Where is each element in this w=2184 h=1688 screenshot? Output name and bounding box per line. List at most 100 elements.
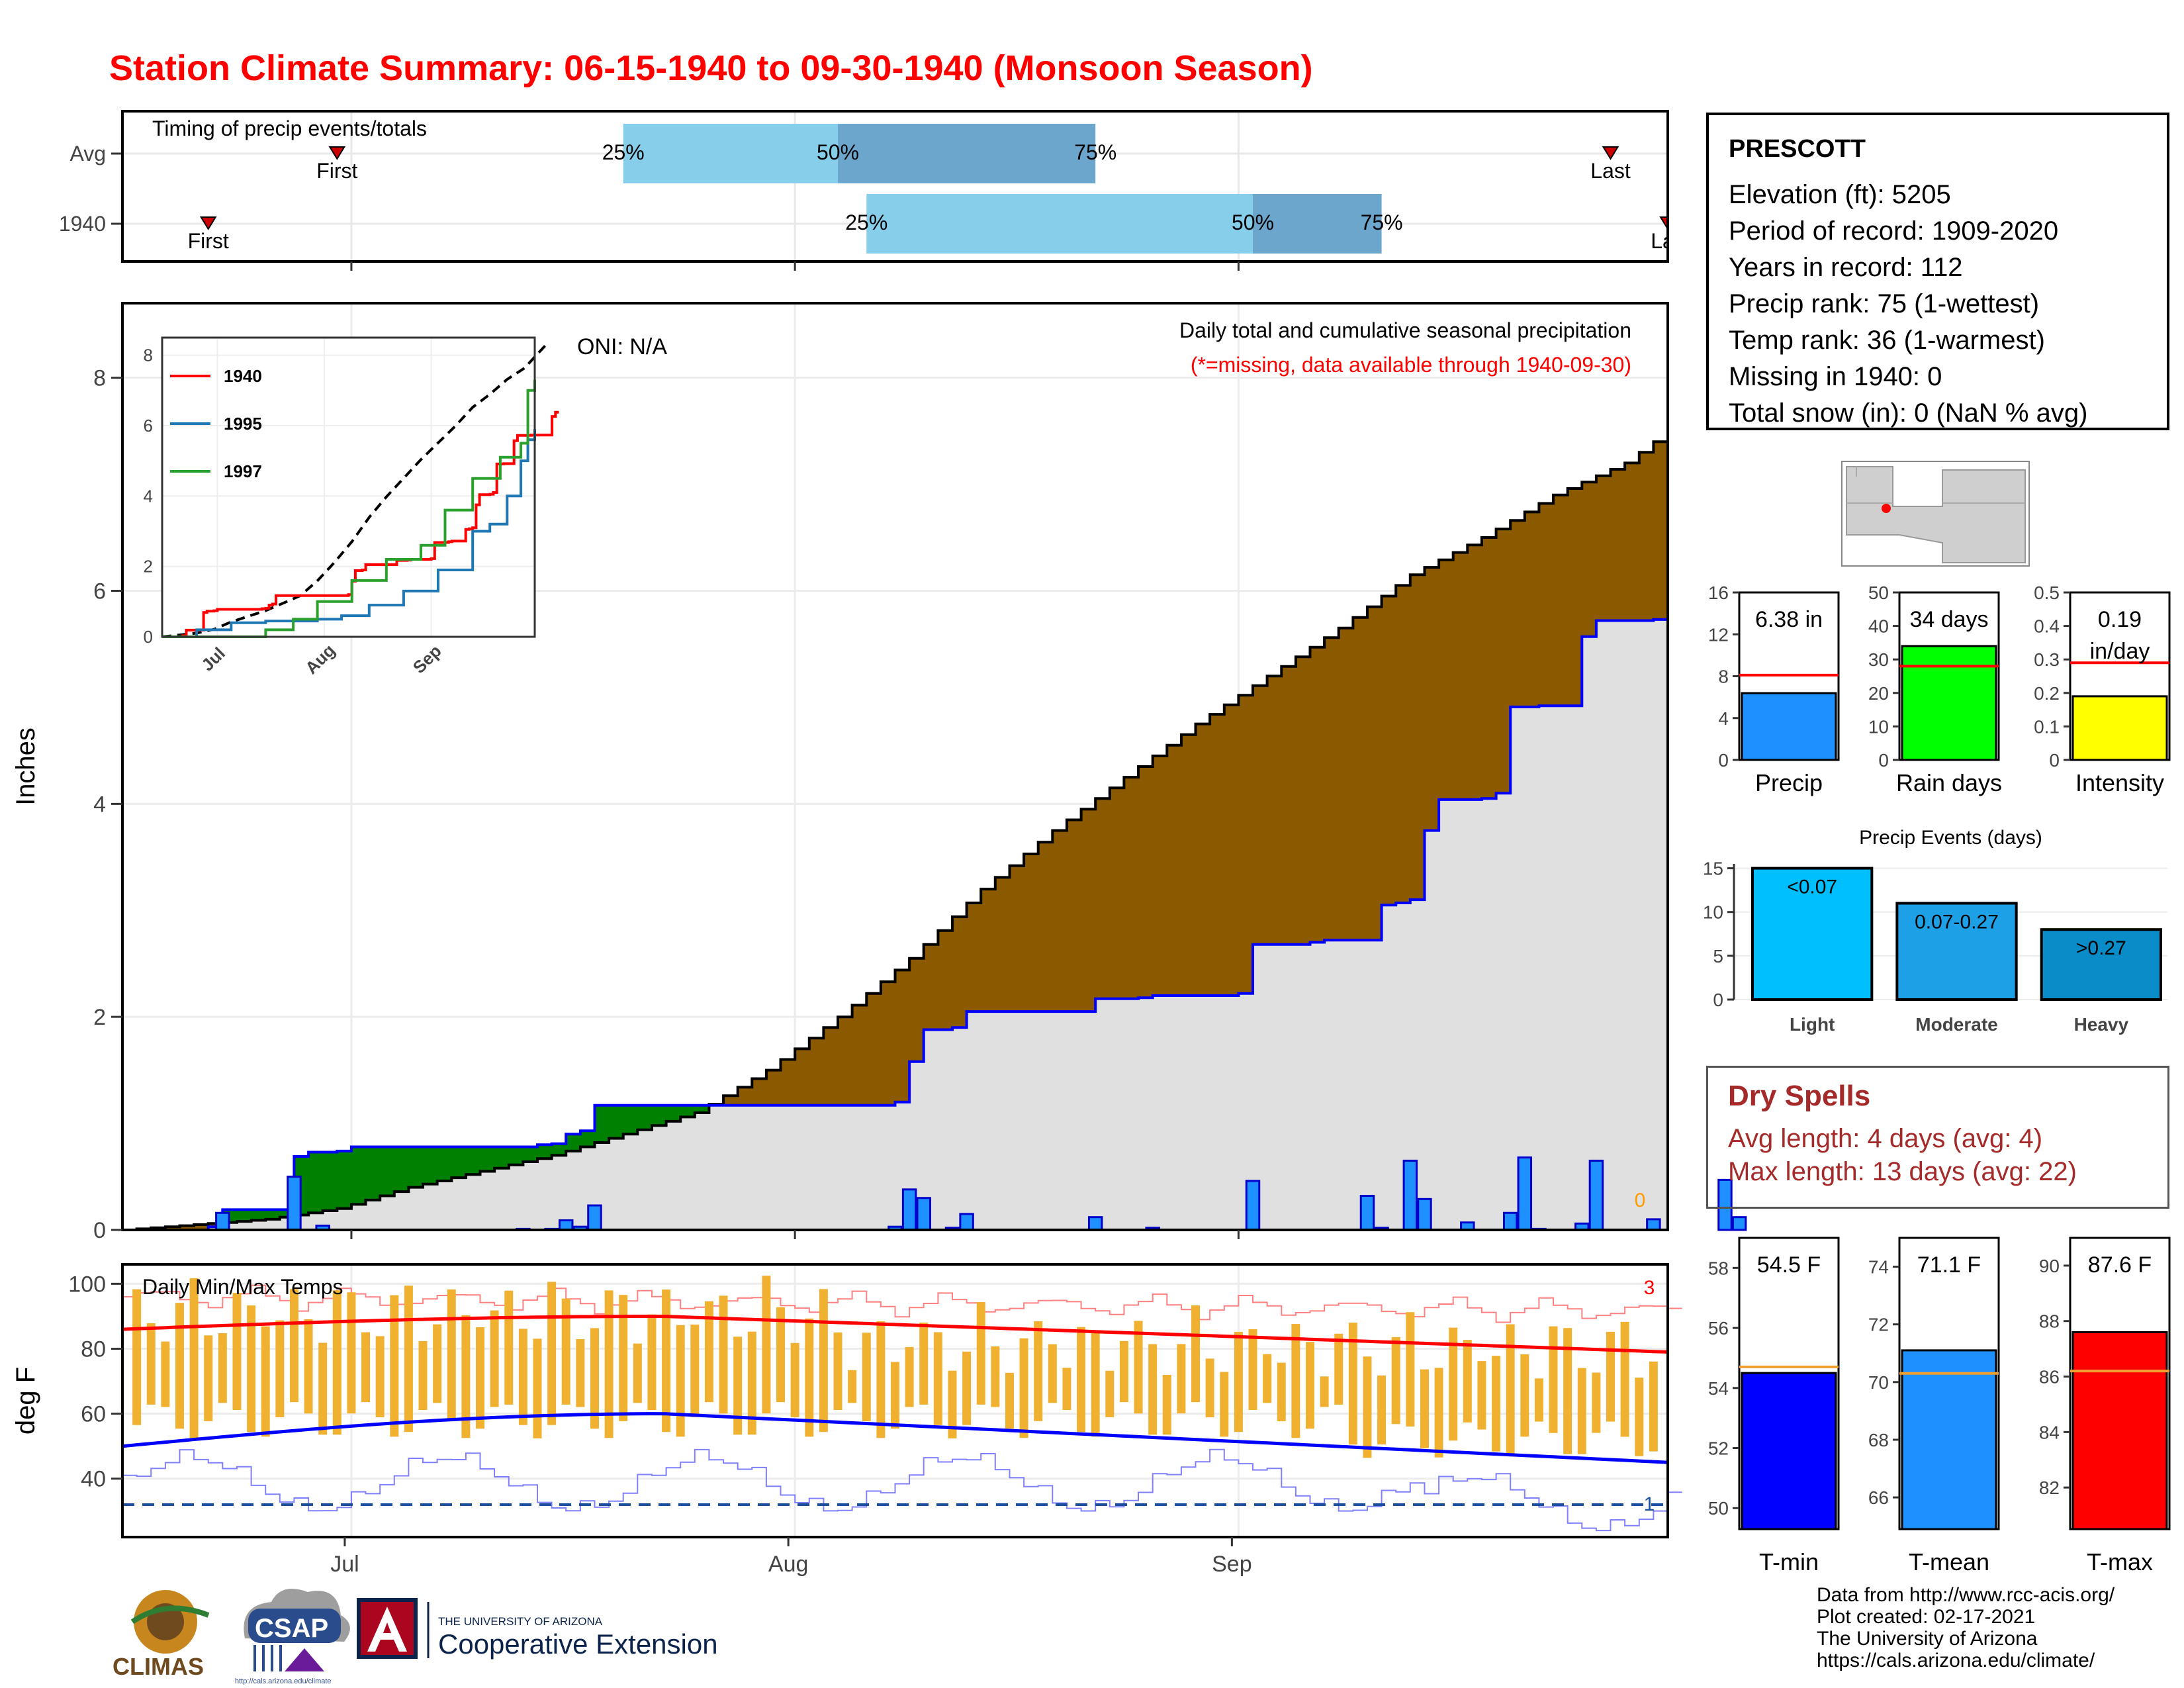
- daily-temp-bar: [962, 1351, 972, 1425]
- daily-temp-bar: [805, 1318, 814, 1437]
- station-info-line: Total snow (in): 0 (NaN % avg): [1729, 399, 2088, 428]
- daily-precip-bar: [1402, 1159, 1418, 1231]
- page-title: Station Climate Summary: 06-15-1940 to 0…: [109, 48, 1313, 88]
- daily-temp-bar: [619, 1295, 628, 1421]
- daily-temp-bar: [390, 1295, 399, 1437]
- daily-temp-bar: [261, 1326, 270, 1437]
- csap-logo: CSAP http://cals.arizona.edu/climate: [235, 1589, 350, 1685]
- y-tick-label: 4: [93, 792, 106, 817]
- daily-temp-bar: [218, 1333, 227, 1403]
- mini-y-tick: 30: [1868, 649, 1889, 670]
- csap-text: CSAP: [255, 1614, 328, 1643]
- daily-temp-bar: [1549, 1326, 1558, 1433]
- mini-panel-category: T-min: [1759, 1548, 1819, 1575]
- last-marker: [1602, 146, 1619, 160]
- daily-temp-bar: [289, 1289, 298, 1403]
- daily-temp-bar: [933, 1332, 942, 1425]
- mini-panel-category: T-mean: [1909, 1548, 1989, 1575]
- daily-temp-bar: [1334, 1333, 1343, 1405]
- mini-y-tick: 20: [1868, 683, 1889, 704]
- event-bar-label: <0.07: [1787, 876, 1837, 898]
- inset-bg: [162, 338, 535, 637]
- quartile-label: 75%: [1074, 140, 1116, 164]
- mini-y-tick: 0.3: [2034, 649, 2060, 670]
- events-y-tick: 0: [1713, 990, 1723, 1010]
- daily-temp-bar: [547, 1282, 557, 1425]
- daily-temp-bar: [876, 1321, 886, 1438]
- daily-temp-bar: [561, 1298, 570, 1405]
- y-tick-label: 100: [68, 1272, 106, 1297]
- quartile-label: 50%: [817, 140, 859, 164]
- mini-y-tick: 74: [1868, 1257, 1889, 1278]
- mini-y-tick: 0.1: [2034, 716, 2060, 737]
- station-info-line: Period of record: 1909-2020: [1729, 216, 2059, 246]
- ua-logo: THE UNIVERSITY OF ARIZONA Cooperative Ex…: [357, 1598, 718, 1660]
- mini-y-tick: 66: [1868, 1487, 1889, 1508]
- end-label: 0: [1635, 1190, 1646, 1211]
- daily-temp-bar: [1649, 1361, 1658, 1452]
- daily-temp-bar: [833, 1332, 842, 1410]
- daily-temp-bar: [1348, 1323, 1357, 1445]
- daily-precip-bar: [1417, 1197, 1432, 1231]
- mini-panel-bar: [1901, 1349, 1997, 1530]
- daily-temp-bar: [1363, 1356, 1372, 1458]
- mini-y-tick: 86: [2039, 1367, 2060, 1387]
- credit-line: Plot created: 02-17-2021: [1817, 1606, 2036, 1628]
- station-info-line: Temp rank: 36 (1-warmest): [1729, 326, 2045, 355]
- daily-temp-bar: [1263, 1354, 1272, 1403]
- daily-temp-bar: [1592, 1372, 1601, 1433]
- mini-y-tick: 4: [1718, 708, 1729, 729]
- precip-events-chart: Precip Events (days) 0 5 10 15 <0.07 Light 0.07…: [1703, 827, 2167, 1035]
- mini-y-tick: 56: [1708, 1318, 1729, 1338]
- daily-temp-bar: [304, 1319, 313, 1414]
- station-name: PRESCOTT: [1729, 135, 1866, 163]
- daily-temp-bar: [1119, 1340, 1128, 1403]
- daily-precip-bar: [1588, 1159, 1604, 1231]
- daily-temp-bar: [848, 1370, 857, 1403]
- tmax-record-count: 3: [1644, 1277, 1655, 1299]
- daily-temp-bar: [1234, 1331, 1243, 1432]
- mini-y-tick: 12: [1708, 624, 1729, 645]
- daily-temp-bar: [633, 1343, 642, 1403]
- daily-temp-bar: [762, 1276, 771, 1414]
- mini-y-tick: 0.5: [2034, 583, 2060, 603]
- daily-temp-bar: [1291, 1324, 1300, 1438]
- legend-label: 1995: [224, 414, 262, 434]
- daily-temp-bar: [1506, 1324, 1515, 1456]
- precip-frame: [121, 302, 1669, 1231]
- tmax-normal-line: [122, 1315, 1668, 1354]
- daily-temp-bar: [247, 1305, 256, 1432]
- precip-chart: 0 2 4 6 8 Inches Daily total and cumulative se…: [11, 302, 1747, 1243]
- daily-temp-bar: [490, 1310, 499, 1407]
- daily-temp-bar: [1534, 1378, 1543, 1422]
- daily-temp-bar: [1191, 1305, 1201, 1403]
- mini-y-tick: 72: [1868, 1315, 1889, 1335]
- events-title: Precip Events (days): [1859, 827, 2042, 849]
- mini-panel-bar: [2071, 1331, 2168, 1530]
- dry-spells-max: Max length: 13 days (avg: 22): [1728, 1157, 2077, 1186]
- daily-temp-bar: [1320, 1376, 1329, 1407]
- daily-temp-bar: [533, 1338, 542, 1438]
- oni-annotation: ONI: N/A: [577, 334, 667, 359]
- mini-panel-bar: [1741, 1372, 1837, 1530]
- mini-y-tick: 70: [1868, 1372, 1889, 1393]
- quartile-bar-50-75: [838, 124, 1096, 183]
- daily-temp-bar: [690, 1324, 700, 1417]
- daily-temp-bar: [204, 1335, 213, 1421]
- daily-temp-bar: [347, 1292, 356, 1414]
- tmin-normal-line: [122, 1412, 1668, 1464]
- timing-row-label: 1940: [59, 212, 106, 236]
- inset-series-1995: [162, 429, 536, 638]
- daily-temp-bar: [590, 1328, 599, 1429]
- precip-subtitle: (*=missing, data available through 1940-…: [1191, 353, 1631, 377]
- daily-temp-bar: [776, 1307, 786, 1403]
- event-bar: [1751, 867, 1874, 1002]
- mini-panel-value: 71.1 F: [1917, 1252, 1981, 1278]
- daily-temp-bar: [1091, 1331, 1100, 1437]
- location-map: [1841, 461, 2030, 567]
- daily-temp-bar: [1220, 1372, 1229, 1437]
- event-category: Light: [1790, 1014, 1835, 1035]
- station-info-line: Elevation (ft): 5205: [1729, 180, 1951, 209]
- mini-panel-value: 87.6 F: [2088, 1252, 2152, 1278]
